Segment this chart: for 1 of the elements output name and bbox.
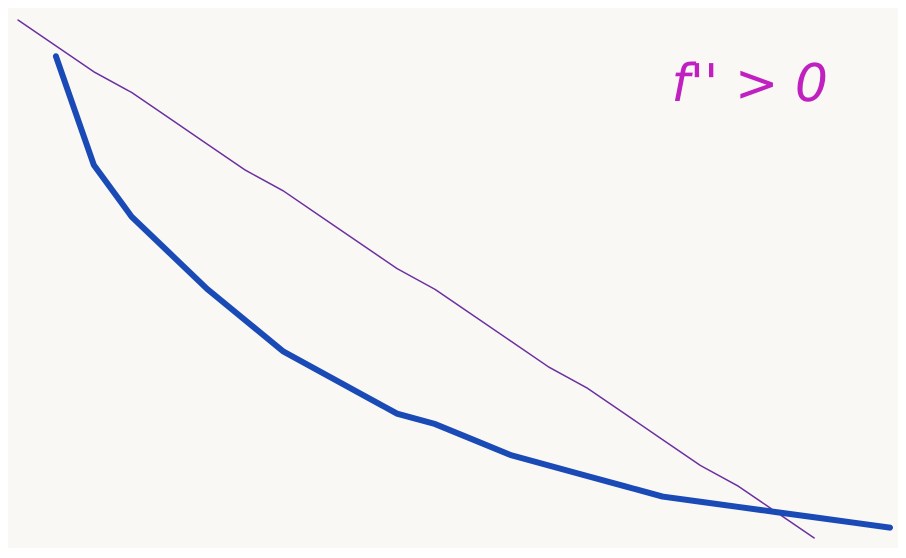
annotation: f'' > 0	[671, 54, 828, 114]
